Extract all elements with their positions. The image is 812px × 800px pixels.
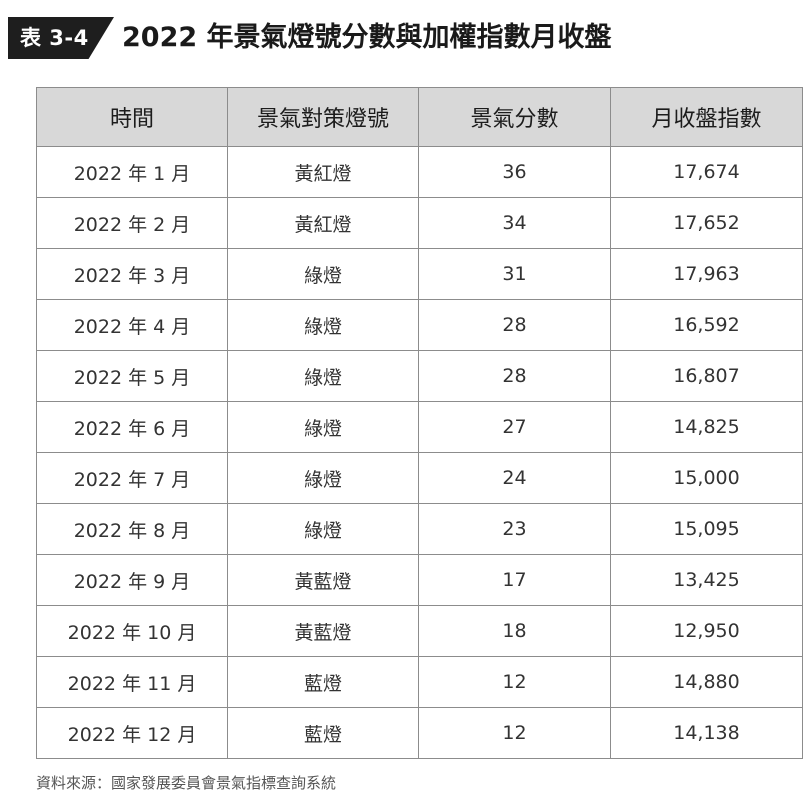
cell-close-index: 14,138 (610, 707, 803, 759)
cell-close-index: 17,674 (610, 146, 803, 198)
cell-close-index: 16,807 (610, 350, 803, 402)
cell-score: 17 (418, 554, 611, 606)
page-header: 表 3-4 2022 年景氣燈號分數與加權指數月收盤 (0, 0, 812, 62)
table-row: 2022 年 2 月黃紅燈 34 17,652 (36, 197, 803, 249)
cell-score: 27 (418, 401, 611, 453)
cell-score: 24 (418, 452, 611, 504)
cell-time: 2022 年 3 月 (36, 248, 228, 300)
cell-close-index: 17,652 (610, 197, 803, 249)
cell-signal: 綠燈 (227, 299, 419, 351)
cell-signal: 黃藍燈 (227, 605, 419, 657)
cell-time: 2022 年 12 月 (36, 707, 228, 759)
table-row: 2022 年 7 月綠燈 24 15,000 (36, 452, 803, 504)
source-note: 資料來源：國家發展委員會景氣指標查詢系統 (36, 774, 337, 792)
cell-signal: 綠燈 (227, 452, 419, 504)
cell-signal: 黃紅燈 (227, 146, 419, 198)
page-title: 2022 年景氣燈號分數與加權指數月收盤 (122, 22, 612, 53)
cell-signal: 黃藍燈 (227, 554, 419, 606)
cell-signal: 綠燈 (227, 248, 419, 300)
cell-time: 2022 年 5 月 (36, 350, 228, 402)
table-row: 2022 年 5 月綠燈 28 16,807 (36, 350, 803, 402)
cell-time: 2022 年 10 月 (36, 605, 228, 657)
cell-close-index: 14,880 (610, 656, 803, 708)
cell-close-index: 15,095 (610, 503, 803, 555)
cell-score: 12 (418, 707, 611, 759)
cell-signal: 綠燈 (227, 503, 419, 555)
cell-time: 2022 年 9 月 (36, 554, 228, 606)
column-header-close-index: 月收盤指數 (610, 87, 803, 147)
cell-time: 2022 年 7 月 (36, 452, 228, 504)
cell-score: 36 (418, 146, 611, 198)
cell-close-index: 15,000 (610, 452, 803, 504)
cell-score: 12 (418, 656, 611, 708)
cell-score: 34 (418, 197, 611, 249)
cell-signal: 黃紅燈 (227, 197, 419, 249)
cell-time: 2022 年 4 月 (36, 299, 228, 351)
cell-score: 28 (418, 350, 611, 402)
table-row: 2022 年 1 月黃紅燈 36 17,674 (36, 146, 803, 198)
table-row: 2022 年 10 月黃藍燈 18 12,950 (36, 605, 803, 657)
data-table: 時間 景氣對策燈號 景氣分數 月收盤指數 2022 年 1 月黃紅燈 36 17,6… (36, 87, 803, 759)
cell-signal: 藍燈 (227, 656, 419, 708)
cell-close-index: 14,825 (610, 401, 803, 453)
cell-score: 23 (418, 503, 611, 555)
cell-time: 2022 年 2 月 (36, 197, 228, 249)
cell-signal: 綠燈 (227, 401, 419, 453)
cell-close-index: 17,963 (610, 248, 803, 300)
cell-time: 2022 年 6 月 (36, 401, 228, 453)
table-row: 2022 年 3 月綠燈 31 17,963 (36, 248, 803, 300)
table-row: 2022 年 8 月綠燈 23 15,095 (36, 503, 803, 555)
table-row: 2022 年 9 月黃藍燈 17 13,425 (36, 554, 803, 606)
table-row: 2022 年 12 月藍燈 12 14,138 (36, 707, 803, 759)
cell-score: 28 (418, 299, 611, 351)
table-body: 2022 年 1 月黃紅燈 36 17,674 2022 年 2 月黃紅燈 34 17,6… (36, 146, 803, 759)
table-row: 2022 年 11 月藍燈 12 14,880 (36, 656, 803, 708)
cell-score: 18 (418, 605, 611, 657)
column-header-score: 景氣分數 (418, 87, 611, 147)
cell-time: 2022 年 8 月 (36, 503, 228, 555)
table-row: 2022 年 6 月綠燈 27 14,825 (36, 401, 803, 453)
table-header-row: 時間 景氣對策燈號 景氣分數 月收盤指數 (36, 87, 803, 147)
cell-close-index: 16,592 (610, 299, 803, 351)
cell-close-index: 12,950 (610, 605, 803, 657)
cell-time: 2022 年 1 月 (36, 146, 228, 198)
cell-time: 2022 年 11 月 (36, 656, 228, 708)
cell-score: 31 (418, 248, 611, 300)
column-header-signal: 景氣對策燈號 (227, 87, 419, 147)
cell-close-index: 13,425 (610, 554, 803, 606)
cell-signal: 綠燈 (227, 350, 419, 402)
table-label: 表 3-4 (20, 26, 89, 50)
column-header-time: 時間 (36, 87, 228, 147)
table-row: 2022 年 4 月綠燈 28 16,592 (36, 299, 803, 351)
cell-signal: 藍燈 (227, 707, 419, 759)
